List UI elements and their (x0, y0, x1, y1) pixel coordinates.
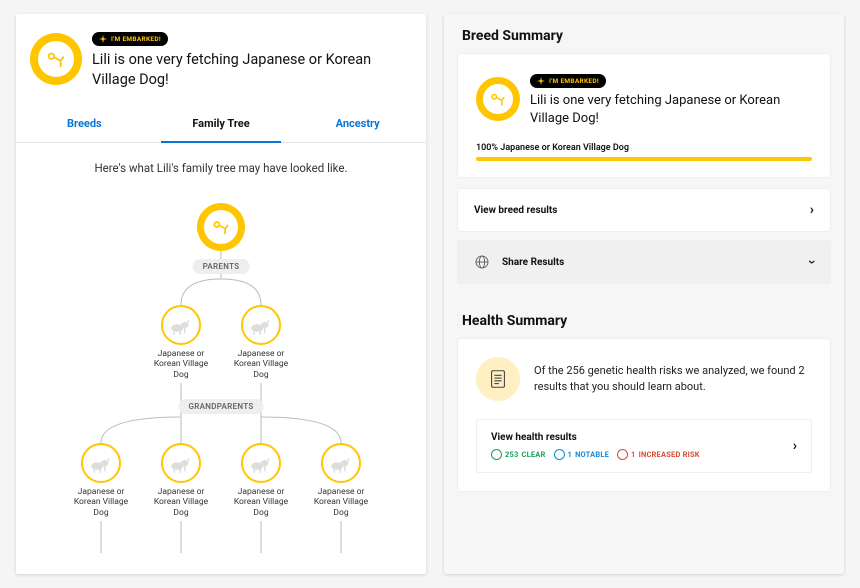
tree-node: Japanese or Korean Village Dog (66, 443, 136, 518)
health-summary-title: Health Summary (458, 293, 830, 339)
embarked-pill: I'M EMBARKED! (530, 74, 606, 88)
badge-risk-label: INCREASED RISK (639, 450, 700, 459)
gen-label-parents: PARENTS (193, 259, 250, 274)
summary-panel: Breed Summary I'M EMBARKED! Lili is one … (444, 14, 844, 574)
dog-badge-icon (30, 33, 82, 85)
tab-ancestry[interactable]: Ancestry (289, 105, 426, 142)
right-title: Lili is one very fetching Japanese or Ko… (530, 92, 812, 127)
share-results-label: Share Results (502, 257, 564, 268)
tab-breeds[interactable]: Breeds (16, 105, 153, 142)
tree-node-label: Japanese or Korean Village Dog (146, 487, 216, 518)
badge-clear: 253 CLEAR (491, 449, 546, 460)
tree-node-label: Japanese or Korean Village Dog (226, 487, 296, 518)
health-summary-text: Of the 256 genetic health risks we analy… (534, 363, 812, 396)
globe-icon (474, 254, 490, 270)
chevron-right-icon: › (810, 202, 814, 218)
badge-notable-label: NOTABLE (575, 450, 609, 459)
tree-node-label: Japanese or Korean Village Dog (66, 487, 136, 518)
tab-family-tree[interactable]: Family Tree (153, 105, 290, 142)
breed-summary-title: Breed Summary (458, 14, 830, 54)
badge-clear-label: CLEAR (522, 450, 546, 459)
tree-node: Japanese or Korean Village Dog (146, 305, 216, 380)
embarked-pill-label: I'M EMBARKED! (549, 77, 599, 85)
family-tree: PARENTS Japanese or Korean Village Dog Jap… (16, 185, 426, 565)
embarked-pill-label: I'M EMBARKED! (111, 35, 161, 43)
breed-summary-card: I'M EMBARKED! Lili is one very fetching … (458, 54, 830, 177)
tabs: Breeds Family Tree Ancestry (16, 105, 426, 143)
view-health-results-button[interactable]: View health results 253 CLEAR 1 NOTABLE (476, 419, 812, 473)
share-results-button[interactable]: Share Results › (458, 241, 830, 283)
breed-percent-bar (476, 157, 812, 161)
tree-intro-text: Here's what Lili's family tree may have … (16, 143, 426, 185)
left-header: I'M EMBARKED! Lili is one very fetching … (16, 14, 426, 103)
dog-glyph-icon (489, 90, 507, 108)
tree-node: Japanese or Korean Village Dog (226, 305, 296, 380)
gen-label-grandparents: GRANDPARENTS (178, 399, 263, 414)
health-report-icon (476, 357, 520, 401)
badge-notable: 1 NOTABLE (554, 449, 610, 460)
tree-node-label: Japanese or Korean Village Dog (306, 487, 376, 518)
right-header: I'M EMBARKED! Lili is one very fetching … (476, 70, 812, 137)
tree-node-label: Japanese or Korean Village Dog (146, 349, 216, 380)
badge-risk: 1 INCREASED RISK (617, 449, 700, 460)
dog-glyph-icon (45, 48, 67, 70)
right-header-text: I'M EMBARKED! Lili is one very fetching … (530, 70, 812, 127)
view-health-results-label: View health results (491, 432, 700, 443)
left-title: Lili is one very fetching Japanese or Ko… (92, 50, 408, 89)
chevron-right-icon: › (793, 438, 797, 454)
breed-percent-label: 100% Japanese or Korean Village Dog (476, 143, 812, 153)
health-body: Of the 256 genetic health risks we analy… (476, 357, 812, 401)
tree-node-label: Japanese or Korean Village Dog (226, 349, 296, 380)
tree-node: Japanese or Korean Village Dog (306, 443, 376, 518)
badge-risk-count: 1 (631, 450, 636, 459)
badge-clear-count: 253 (505, 450, 519, 459)
tree-node: Japanese or Korean Village Dog (146, 443, 216, 518)
dog-badge-icon (476, 77, 520, 121)
embarked-pill: I'M EMBARKED! (92, 32, 168, 46)
family-tree-panel: I'M EMBARKED! Lili is one very fetching … (16, 14, 426, 574)
left-header-text: I'M EMBARKED! Lili is one very fetching … (92, 28, 408, 89)
health-badges: 253 CLEAR 1 NOTABLE 1 INCREASED RISK (491, 449, 700, 460)
health-summary-card: Of the 256 genetic health risks we analy… (458, 339, 830, 491)
view-breed-results-label: View breed results (474, 205, 557, 216)
chevron-down-icon: › (804, 260, 820, 264)
badge-notable-count: 1 (568, 450, 573, 459)
tree-root-node (186, 203, 256, 251)
view-breed-results-button[interactable]: View breed results › (458, 189, 830, 231)
tree-node: Japanese or Korean Village Dog (226, 443, 296, 518)
